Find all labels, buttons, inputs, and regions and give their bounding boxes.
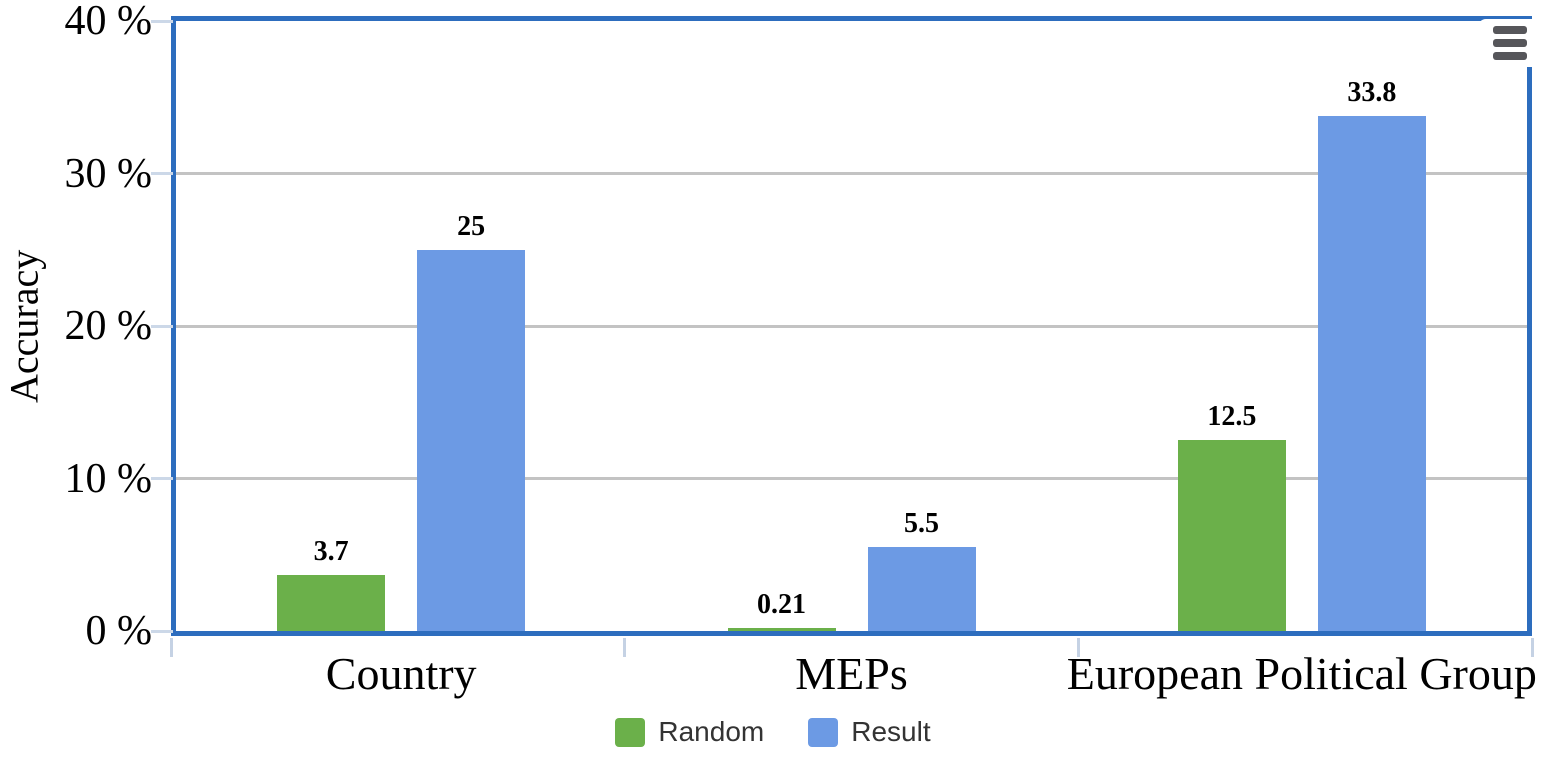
bar-value-label: 33.8 <box>1347 77 1397 108</box>
legend-item-result[interactable]: Result <box>808 716 931 748</box>
y-axis-tick <box>151 324 173 328</box>
bar-random[interactable] <box>1177 440 1286 631</box>
y-axis-tick-label: 10 % <box>64 455 153 502</box>
bar-result[interactable] <box>867 547 976 631</box>
x-axis-tick <box>623 638 627 657</box>
x-axis-tick <box>169 638 173 657</box>
bar-value-label: 5.5 <box>904 508 939 539</box>
bar-value-label: 3.7 <box>313 536 349 567</box>
gridline <box>176 172 1527 175</box>
y-axis-tick <box>151 172 173 175</box>
y-axis-tick <box>151 477 173 480</box>
y-axis-tick-label: 40 % <box>64 0 153 44</box>
x-axis-category-label: European Political Group <box>1066 648 1537 699</box>
x-axis-tick <box>1076 638 1080 657</box>
y-axis-title: Accuracy <box>1 249 47 403</box>
legend-swatch-icon <box>808 717 839 747</box>
bar-random[interactable] <box>277 575 386 631</box>
gridline <box>176 477 1527 480</box>
y-axis-tick-label: 0 % <box>85 608 153 654</box>
plot-area: 3.7 0.21 12.5 25 5.5 33.8 <box>176 21 1527 631</box>
chart-menu-button[interactable] <box>1478 19 1542 67</box>
x-axis-category-label: MEPs <box>795 648 908 699</box>
gridline <box>176 324 1527 328</box>
y-axis-tick-label: 30 % <box>64 150 153 197</box>
plot-area-border <box>171 16 1532 636</box>
legend-label: Random <box>658 716 765 747</box>
x-axis-tick <box>1530 638 1534 657</box>
y-axis-tick <box>151 19 173 23</box>
bar-value-label: 12.5 <box>1207 401 1257 432</box>
bar-result[interactable] <box>417 250 526 631</box>
legend-item-random[interactable]: Random <box>615 716 764 748</box>
x-axis-category-label: Country <box>325 648 477 699</box>
legend: Random Result <box>0 716 1546 748</box>
bar-random[interactable] <box>727 628 836 631</box>
legend-label: Result <box>851 716 931 747</box>
bar-result[interactable] <box>1317 116 1426 631</box>
legend-swatch-icon <box>615 717 646 747</box>
y-axis-tick-label: 20 % <box>64 303 153 349</box>
bar-value-label: 0.21 <box>757 589 806 620</box>
bar-value-label: 25 <box>457 211 486 242</box>
y-axis-tick <box>151 629 173 633</box>
